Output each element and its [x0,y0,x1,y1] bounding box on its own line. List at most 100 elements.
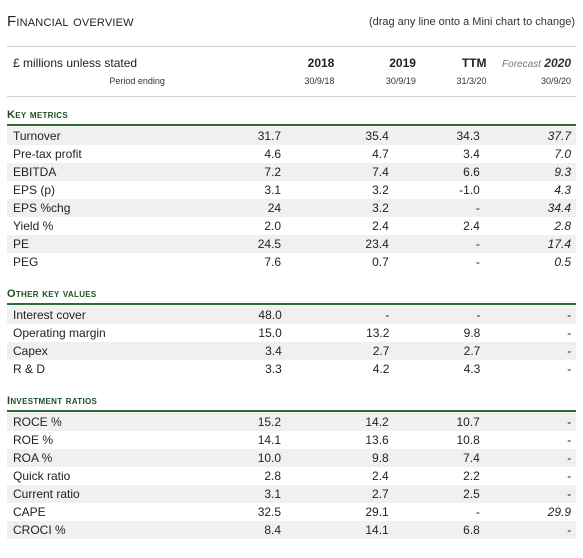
panel-header: Financial overview (drag any line onto a… [7,13,575,39]
metric-row-operating-margin[interactable]: Operating margin 15.0 13.2 9.8 - [7,324,576,342]
metric-value: 24.5 [214,235,282,253]
metric-value: 0.5 [554,255,571,269]
metric-value: 2.4 [372,219,389,233]
metric-row-quick-ratio[interactable]: Quick ratio 2.8 2.4 2.2 - [7,467,576,485]
section-rule-key-metrics [7,124,576,126]
metric-value: 34.4 [479,199,576,217]
metric-value: 4.6 [264,147,282,161]
metric-label: CAPE [13,505,46,519]
metric-value: - [479,449,576,467]
metric-value: 8.4 [214,521,282,539]
metric-value: 14.2 [281,413,389,431]
metric-value: 17.4 [479,235,576,253]
metric-row-capex[interactable]: Capex 3.4 2.7 2.7- [7,342,576,360]
metric-label: ROE % [13,433,54,447]
metric-value: - [567,433,571,447]
metric-value: - [475,255,480,269]
metric-label: Yield % [13,219,54,233]
col-2019-header[interactable]: 2019 [389,56,416,70]
metric-value: 2.2 [463,469,480,483]
forecast-label: Forecast [502,59,541,70]
metric-value: 6.8 [388,521,480,539]
metric-value: 2.4 [372,469,389,483]
section-title-other-key-values: Other key values [7,288,97,300]
period-2019: 30/9/19 [385,76,416,86]
metric-label: PE [7,235,215,253]
key-metrics-table: Turnover 31.7 35.4 34.3 37.7 Pre-tax profit 4.… [7,127,576,271]
metric-value: - [567,469,571,483]
metric-value: 3.1 [214,485,282,503]
metric-value: 2.7 [389,342,481,360]
metric-row-pe[interactable]: PE 24.5 23.4-17.4 [7,235,576,253]
metric-label: Quick ratio [13,469,71,483]
metric-label: EBITDA [7,163,215,181]
metric-value: 2.8 [554,219,571,233]
metric-value: 29.1 [365,505,389,519]
metric-value: 4.3 [554,183,571,197]
col-2018-header[interactable]: 2018 [307,56,335,70]
col-forecast-header[interactable]: Forecast 2020 [487,54,576,72]
metric-row-turnover[interactable]: Turnover 31.7 35.4 34.3 37.7 [7,127,576,145]
metric-row-roe[interactable]: ROE % 14.1 13.6 10.8 - [7,431,576,449]
metric-label: EPS %chg [7,199,215,217]
metric-value: 10.8 [456,433,480,447]
metric-row-eps-chg[interactable]: EPS %chg 24 3.2-34.4 [7,199,576,217]
period-forecast: 30/9/20 [540,76,571,86]
metric-value: - [479,485,576,503]
metric-row-croci[interactable]: CROCI % 8.4 14.1 6.8- [7,521,576,539]
metric-value: 2.5 [388,485,480,503]
metric-value: 7.4 [281,163,389,181]
metric-value: 14.1 [257,433,282,447]
metric-value: - [480,342,576,360]
investment-ratios-table: ROCE % 15.2 14.2 10.7- ROE % 14.1 13.6 10.8- ROA… [7,413,576,539]
metric-row-pre-tax-profit[interactable]: Pre-tax profit 4.6 4.7 3.4 7.0 [7,145,576,163]
period-ending-row: Period ending 30/9/18 30/9/19 31/3/20 30… [7,72,576,90]
metric-label: Interest cover [7,306,215,324]
metric-value: 7.4 [388,449,480,467]
metric-value: 34.3 [388,127,480,145]
metric-value: 3.2 [372,183,389,197]
metric-value: 15.2 [214,413,282,431]
metric-value: 2.7 [281,485,389,503]
metric-row-roce[interactable]: ROCE % 15.2 14.2 10.7- [7,413,576,431]
metric-value: - [388,235,480,253]
period-ttm: 31/3/20 [456,76,487,86]
metric-value: 6.6 [388,163,480,181]
metric-label: Capex [7,342,215,360]
metric-row-eps-p[interactable]: EPS (p) 3.1 3.2 -1.0 4.3 [7,181,576,199]
metric-value: 10.0 [214,449,282,467]
metric-value: 10.7 [388,413,480,431]
metric-row-yield[interactable]: Yield % 2.0 2.4 2.4 2.8 [7,217,576,235]
metric-value: 3.4 [214,342,282,360]
metric-value: 3.3 [265,362,282,376]
metric-row-r-d[interactable]: R & D 3.3 4.2 4.3 - [7,360,576,378]
metric-value: -1.0 [459,183,480,197]
columns-divider [7,96,576,97]
metric-value: - [281,306,390,324]
metric-row-cape[interactable]: CAPE 32.5 29.1 - 29.9 [7,503,576,521]
metric-row-ebitda[interactable]: EBITDA 7.2 7.4 6.6 9.3 [7,163,576,181]
metric-row-interest-cover[interactable]: Interest cover 48.0- - - [7,306,576,324]
metric-value: 31.7 [214,127,282,145]
metric-value: 0.7 [372,255,389,269]
metric-value: 3.4 [463,147,480,161]
metric-label: Pre-tax profit [13,147,82,161]
metric-value: - [388,199,480,217]
metric-value: 13.6 [365,433,389,447]
metric-value: 15.0 [258,326,282,340]
metric-row-roa[interactable]: ROA % 10.0 9.8 7.4- [7,449,576,467]
header-divider [7,46,576,47]
metric-value: 3.2 [281,199,389,217]
metric-row-current-ratio[interactable]: Current ratio 3.1 2.7 2.5- [7,485,576,503]
column-header-row: £ millions unless stated 2018 2019 TTM F… [7,54,576,72]
metric-row-peg[interactable]: PEG 7.6 0.7 - 0.5 [7,253,576,271]
metric-value: - [389,306,481,324]
col-ttm-header[interactable]: TTM [461,56,487,70]
metric-value: 4.2 [372,362,390,376]
metric-label: R & D [13,362,46,376]
metric-value: 2.0 [264,219,282,233]
section-title-investment-ratios: Investment ratios [7,395,98,407]
metric-value: 9.8 [463,326,481,340]
metric-value: 35.4 [281,127,389,145]
